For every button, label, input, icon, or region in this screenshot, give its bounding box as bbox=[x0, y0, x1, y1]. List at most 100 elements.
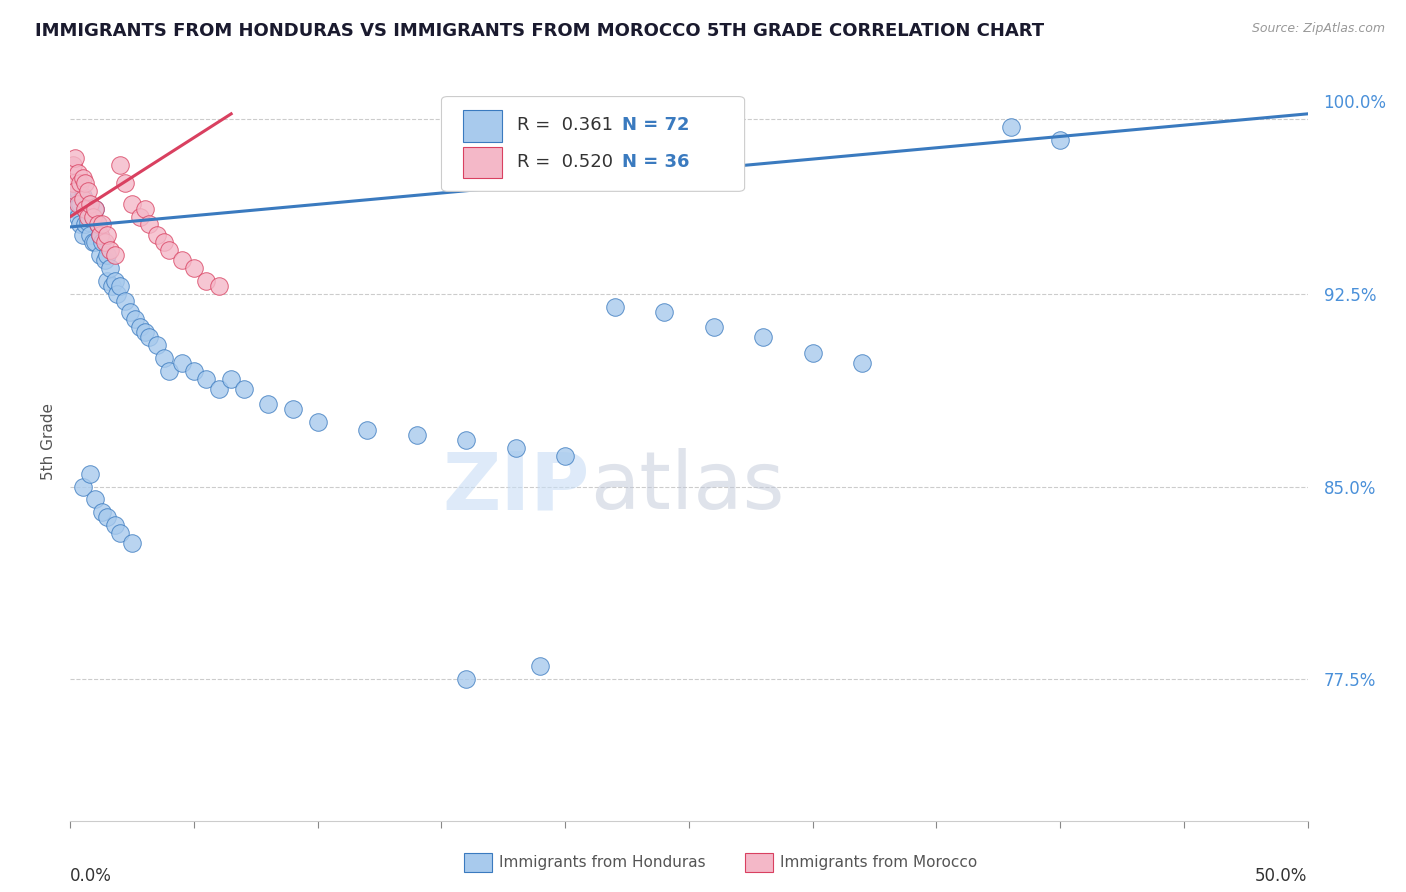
Text: N = 72: N = 72 bbox=[621, 116, 689, 135]
Point bbox=[66, 184, 89, 198]
Point bbox=[86, 218, 108, 232]
Point bbox=[91, 218, 114, 232]
Point bbox=[121, 196, 143, 211]
Point bbox=[76, 184, 98, 198]
Point bbox=[652, 304, 675, 318]
Point bbox=[86, 218, 108, 232]
Point bbox=[76, 210, 98, 224]
Point bbox=[76, 215, 98, 229]
Point bbox=[79, 202, 101, 216]
Point bbox=[75, 176, 97, 190]
Point bbox=[82, 210, 104, 224]
Point bbox=[82, 235, 104, 250]
Point bbox=[72, 189, 94, 203]
Point bbox=[72, 192, 94, 206]
Point bbox=[195, 371, 218, 385]
Bar bbox=[463, 111, 502, 142]
Point bbox=[456, 434, 478, 448]
Point bbox=[1049, 132, 1071, 146]
Point bbox=[104, 248, 127, 262]
Point bbox=[84, 202, 107, 216]
Point bbox=[89, 227, 111, 242]
Text: 50.0%: 50.0% bbox=[1256, 867, 1308, 885]
Point bbox=[84, 492, 107, 507]
Point bbox=[79, 196, 101, 211]
Point bbox=[603, 300, 626, 314]
Point bbox=[157, 364, 180, 378]
Point bbox=[96, 227, 118, 242]
Point bbox=[72, 227, 94, 242]
Text: IMMIGRANTS FROM HONDURAS VS IMMIGRANTS FROM MOROCCO 5TH GRADE CORRELATION CHART: IMMIGRANTS FROM HONDURAS VS IMMIGRANTS F… bbox=[35, 22, 1045, 40]
Point bbox=[257, 397, 280, 411]
Point bbox=[456, 673, 478, 687]
Point bbox=[183, 364, 205, 378]
Text: Immigrants from Honduras: Immigrants from Honduras bbox=[499, 855, 706, 870]
Point bbox=[170, 253, 193, 268]
Point bbox=[65, 192, 87, 206]
Point bbox=[128, 320, 150, 334]
Point bbox=[356, 423, 378, 437]
Point bbox=[801, 346, 824, 360]
Point bbox=[114, 294, 136, 309]
Point bbox=[94, 235, 117, 250]
Point bbox=[84, 235, 107, 250]
Point bbox=[65, 202, 87, 216]
Point bbox=[66, 166, 89, 180]
Point bbox=[104, 518, 127, 533]
Point bbox=[146, 338, 169, 352]
Point bbox=[89, 227, 111, 242]
Point bbox=[96, 510, 118, 524]
Point bbox=[153, 351, 176, 365]
Text: ZIP: ZIP bbox=[443, 448, 591, 526]
Point bbox=[138, 218, 160, 232]
Text: atlas: atlas bbox=[591, 448, 785, 526]
Point bbox=[208, 279, 231, 293]
Point bbox=[851, 356, 873, 370]
Point bbox=[134, 326, 156, 340]
Point bbox=[94, 253, 117, 268]
Point bbox=[157, 243, 180, 257]
Point bbox=[72, 479, 94, 493]
FancyBboxPatch shape bbox=[441, 96, 745, 191]
Point bbox=[307, 415, 329, 429]
Y-axis label: 5th Grade: 5th Grade bbox=[41, 403, 56, 480]
Point bbox=[134, 202, 156, 216]
Point bbox=[91, 235, 114, 250]
Text: R =  0.361: R = 0.361 bbox=[517, 116, 613, 135]
Point bbox=[96, 274, 118, 288]
Point bbox=[65, 184, 87, 198]
Point bbox=[105, 286, 128, 301]
Point bbox=[65, 151, 87, 165]
Point bbox=[405, 428, 427, 442]
Point bbox=[108, 158, 131, 172]
Point bbox=[72, 171, 94, 186]
Point bbox=[96, 248, 118, 262]
Point bbox=[752, 330, 775, 344]
Bar bbox=[463, 146, 502, 178]
Point bbox=[505, 441, 527, 455]
Point bbox=[89, 248, 111, 262]
Point bbox=[75, 218, 97, 232]
Point bbox=[62, 158, 84, 172]
Point bbox=[79, 227, 101, 242]
Point bbox=[69, 196, 91, 211]
Point bbox=[79, 467, 101, 481]
Point bbox=[128, 210, 150, 224]
Point bbox=[703, 320, 725, 334]
Point bbox=[138, 330, 160, 344]
Point bbox=[82, 210, 104, 224]
Text: 0.0%: 0.0% bbox=[70, 867, 112, 885]
Point bbox=[75, 202, 97, 216]
Point bbox=[104, 274, 127, 288]
Point bbox=[91, 505, 114, 519]
Point bbox=[62, 196, 84, 211]
Point bbox=[146, 227, 169, 242]
Point bbox=[98, 261, 121, 276]
Point bbox=[232, 382, 254, 396]
Point bbox=[554, 449, 576, 463]
Point bbox=[114, 176, 136, 190]
Point bbox=[219, 371, 242, 385]
Point bbox=[208, 382, 231, 396]
Point bbox=[69, 176, 91, 190]
Point bbox=[98, 243, 121, 257]
